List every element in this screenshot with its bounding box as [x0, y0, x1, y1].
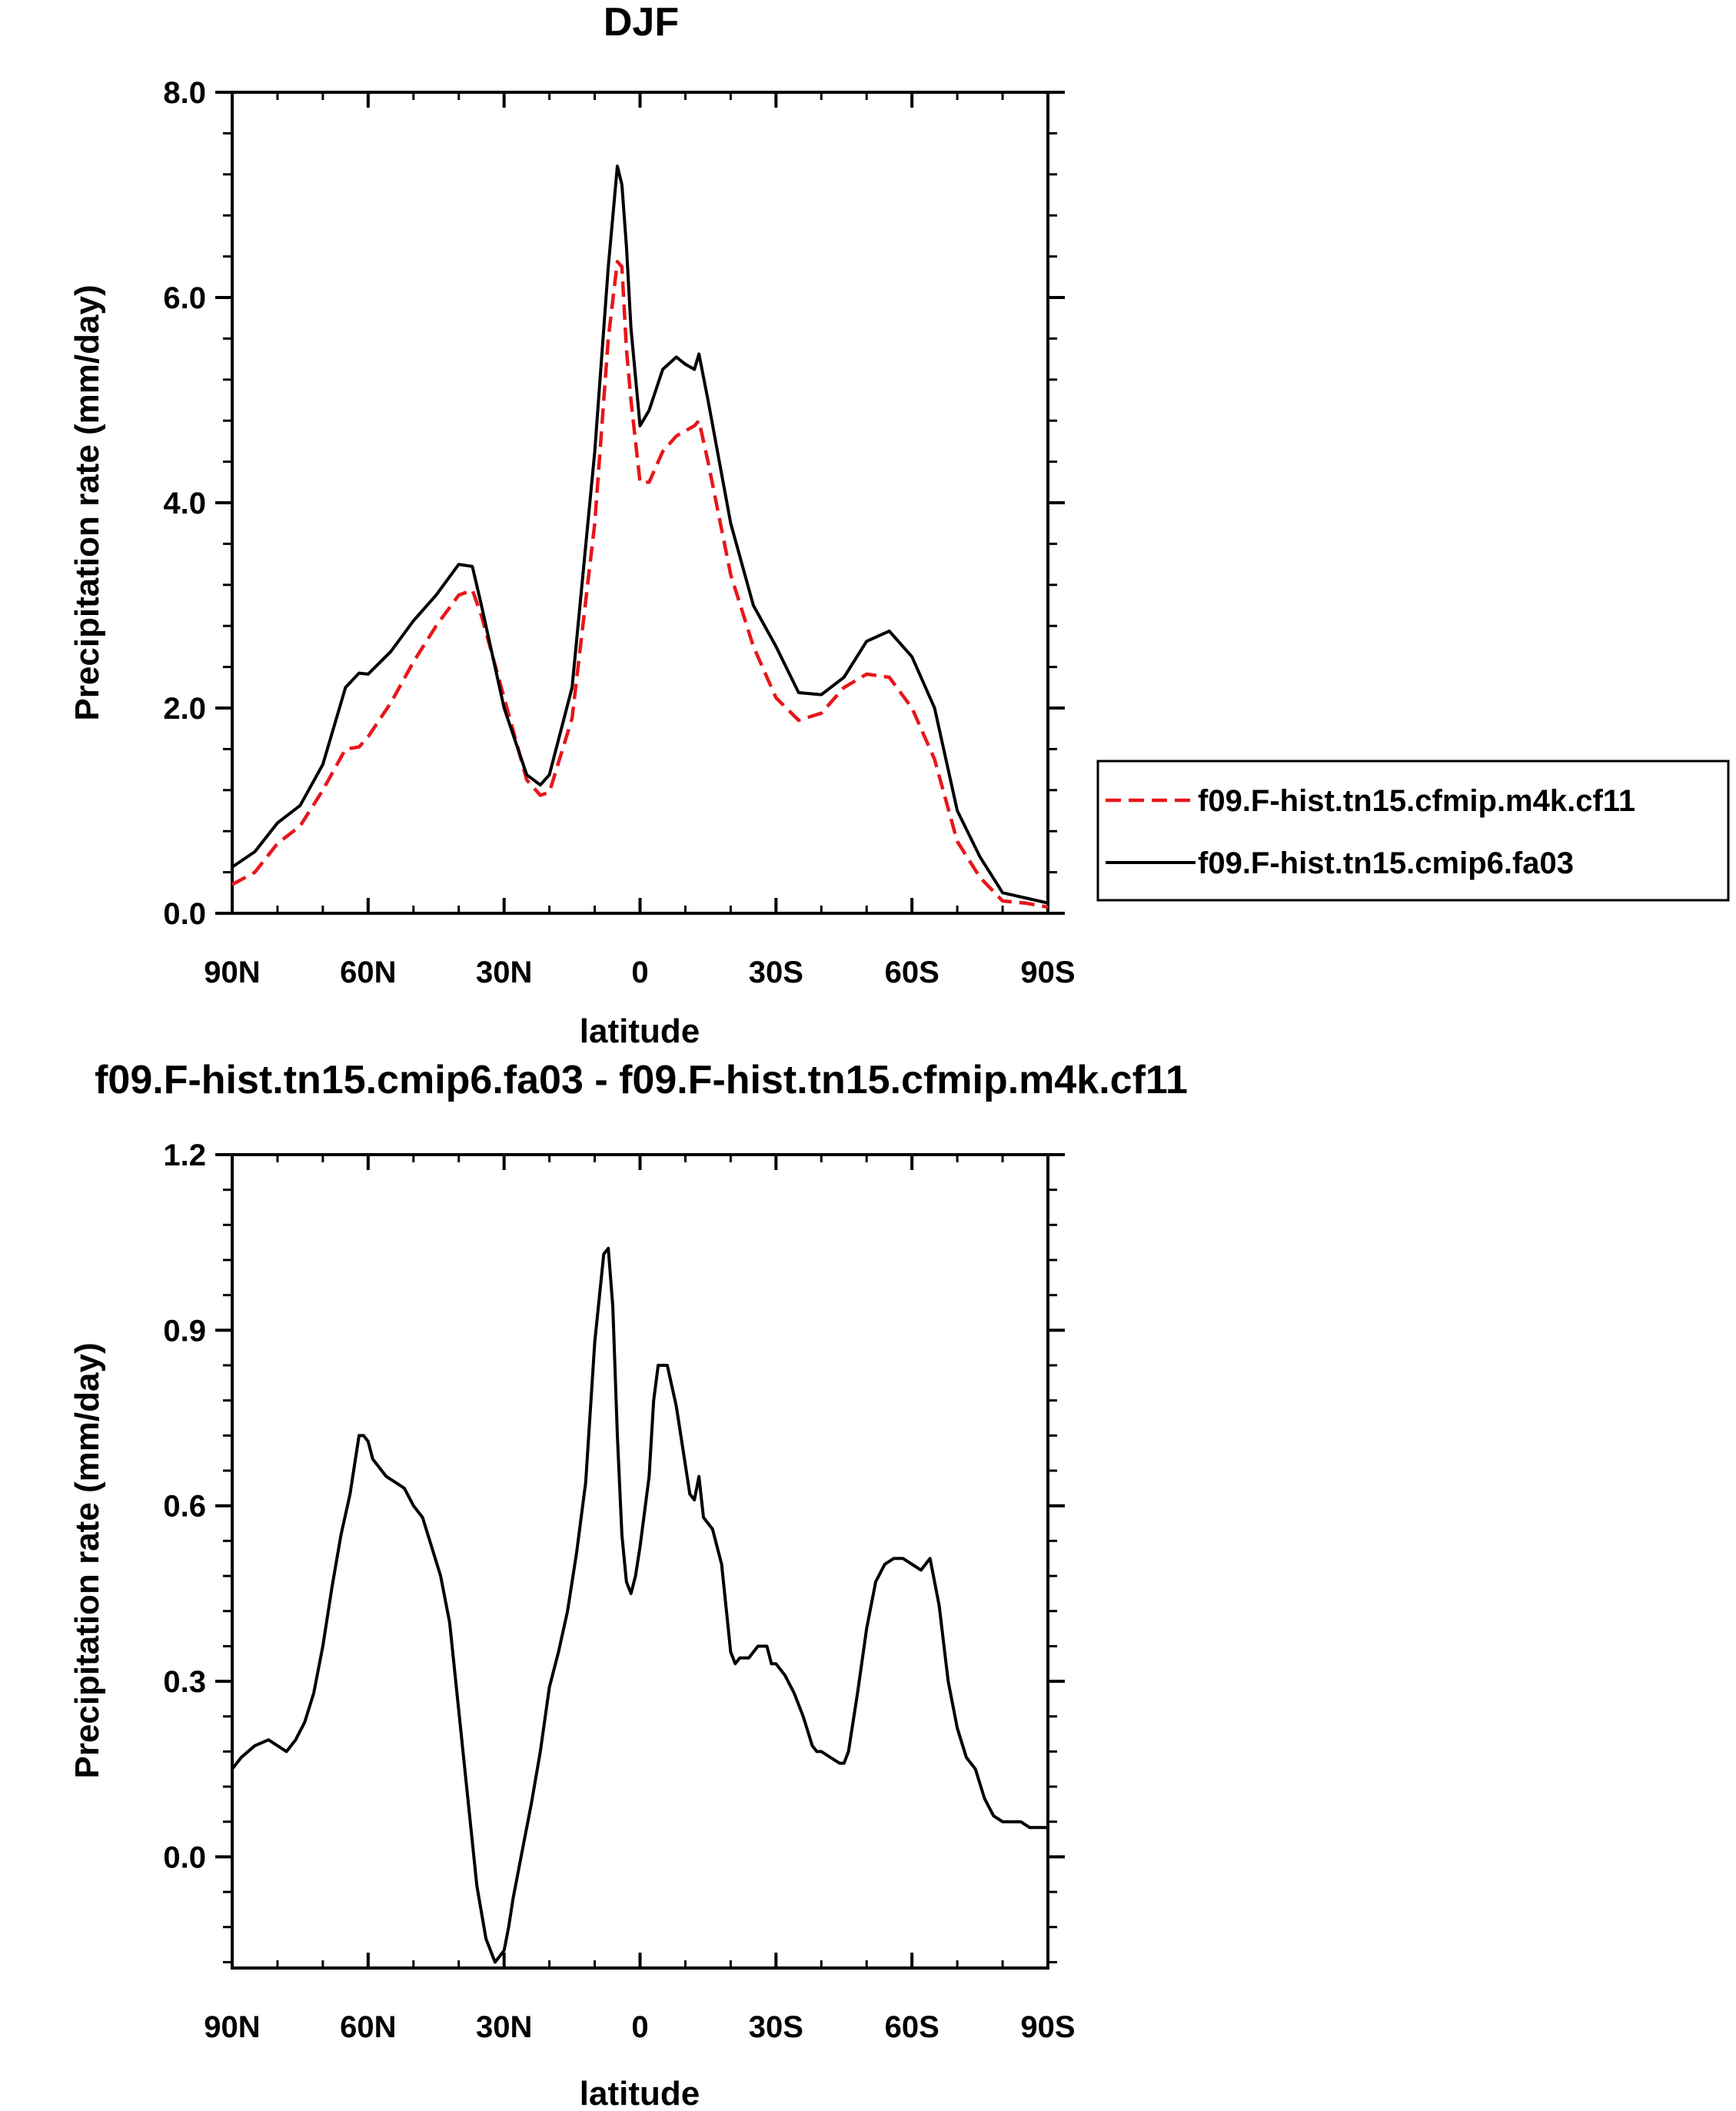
series-line-difference [231, 1246, 1048, 1964]
bottom-panel: f09.F-hist.tn15.cmip6.fa03 - f09.F-hist.… [68, 1058, 1188, 2111]
y-tick-label: 8.0 [163, 76, 206, 110]
x-tick-label: 30N [476, 2010, 532, 2044]
bottom-y-axis-label: Precipitation rate (mm/day) [68, 1342, 106, 1778]
y-tick-label: 0.6 [163, 1490, 206, 1524]
bottom-ticks [215, 1153, 1065, 1968]
x-tick-label: 0 [631, 2010, 648, 2044]
top-y-axis-label: Precipitation rate (mm/day) [68, 284, 106, 720]
bottom-chart-title: f09.F-hist.tn15.cmip6.fa03 - f09.F-hist.… [95, 1058, 1188, 1102]
top-ticks [215, 91, 1065, 915]
legend-label-cf11: f09.F-hist.tn15.cfmip.m4k.cf11 [1198, 784, 1635, 818]
x-tick-label: 0 [631, 956, 648, 989]
x-tick-label: 90S [1020, 956, 1075, 989]
top-panel: DJF 90N 60N 30N 0 30S 60S 90S 0.0 2.0 4.0 6.0 8.0 l… [68, 0, 1730, 1050]
bottom-series-lines [231, 1246, 1048, 1964]
x-tick-label: 60S [885, 2010, 940, 2044]
bottom-tick-labels: 90N 60N 30N 0 30S 60S 90S 0.0 0.3 0.6 0.9 1.2 [163, 1139, 1075, 2044]
legend-box [1096, 760, 1730, 902]
x-tick-label: 60N [340, 2010, 396, 2044]
y-tick-label: 1.2 [163, 1139, 206, 1172]
x-tick-label: 90S [1020, 2010, 1075, 2044]
bottom-x-axis-label: latitude [580, 2075, 700, 2111]
legend: f09.F-hist.tn15.cfmip.m4k.cf11 f09.F-his… [1096, 760, 1730, 902]
series-line-cf11 [231, 260, 1049, 909]
x-tick-label: 60N [340, 956, 396, 989]
series-line-fa03 [231, 165, 1049, 905]
x-tick-label: 30S [749, 2010, 803, 2044]
top-chart-title: DJF [604, 0, 679, 45]
y-tick-label: 0.3 [163, 1665, 206, 1699]
bottom-plot-frame [231, 1153, 1049, 1970]
x-tick-label: 90N [204, 2010, 260, 2044]
top-x-axis-label: latitude [580, 1012, 700, 1050]
legend-label-fa03: f09.F-hist.tn15.cmip6.fa03 [1198, 846, 1574, 880]
top-plot-frame [231, 91, 1049, 915]
x-tick-label: 30S [749, 956, 803, 989]
y-tick-label: 0.0 [163, 897, 206, 931]
y-tick-label: 6.0 [163, 281, 206, 315]
x-tick-label: 90N [204, 956, 260, 989]
y-tick-label: 0.9 [163, 1314, 206, 1348]
x-tick-label: 60S [885, 956, 940, 989]
y-tick-label: 2.0 [163, 692, 206, 726]
y-tick-label: 4.0 [163, 487, 206, 520]
top-series-lines [231, 165, 1049, 909]
top-tick-labels: 90N 60N 30N 0 30S 60S 90S 0.0 2.0 4.0 6.0 8.0 [163, 76, 1075, 989]
y-tick-label: 0.0 [163, 1840, 206, 1874]
x-tick-label: 30N [476, 956, 532, 989]
